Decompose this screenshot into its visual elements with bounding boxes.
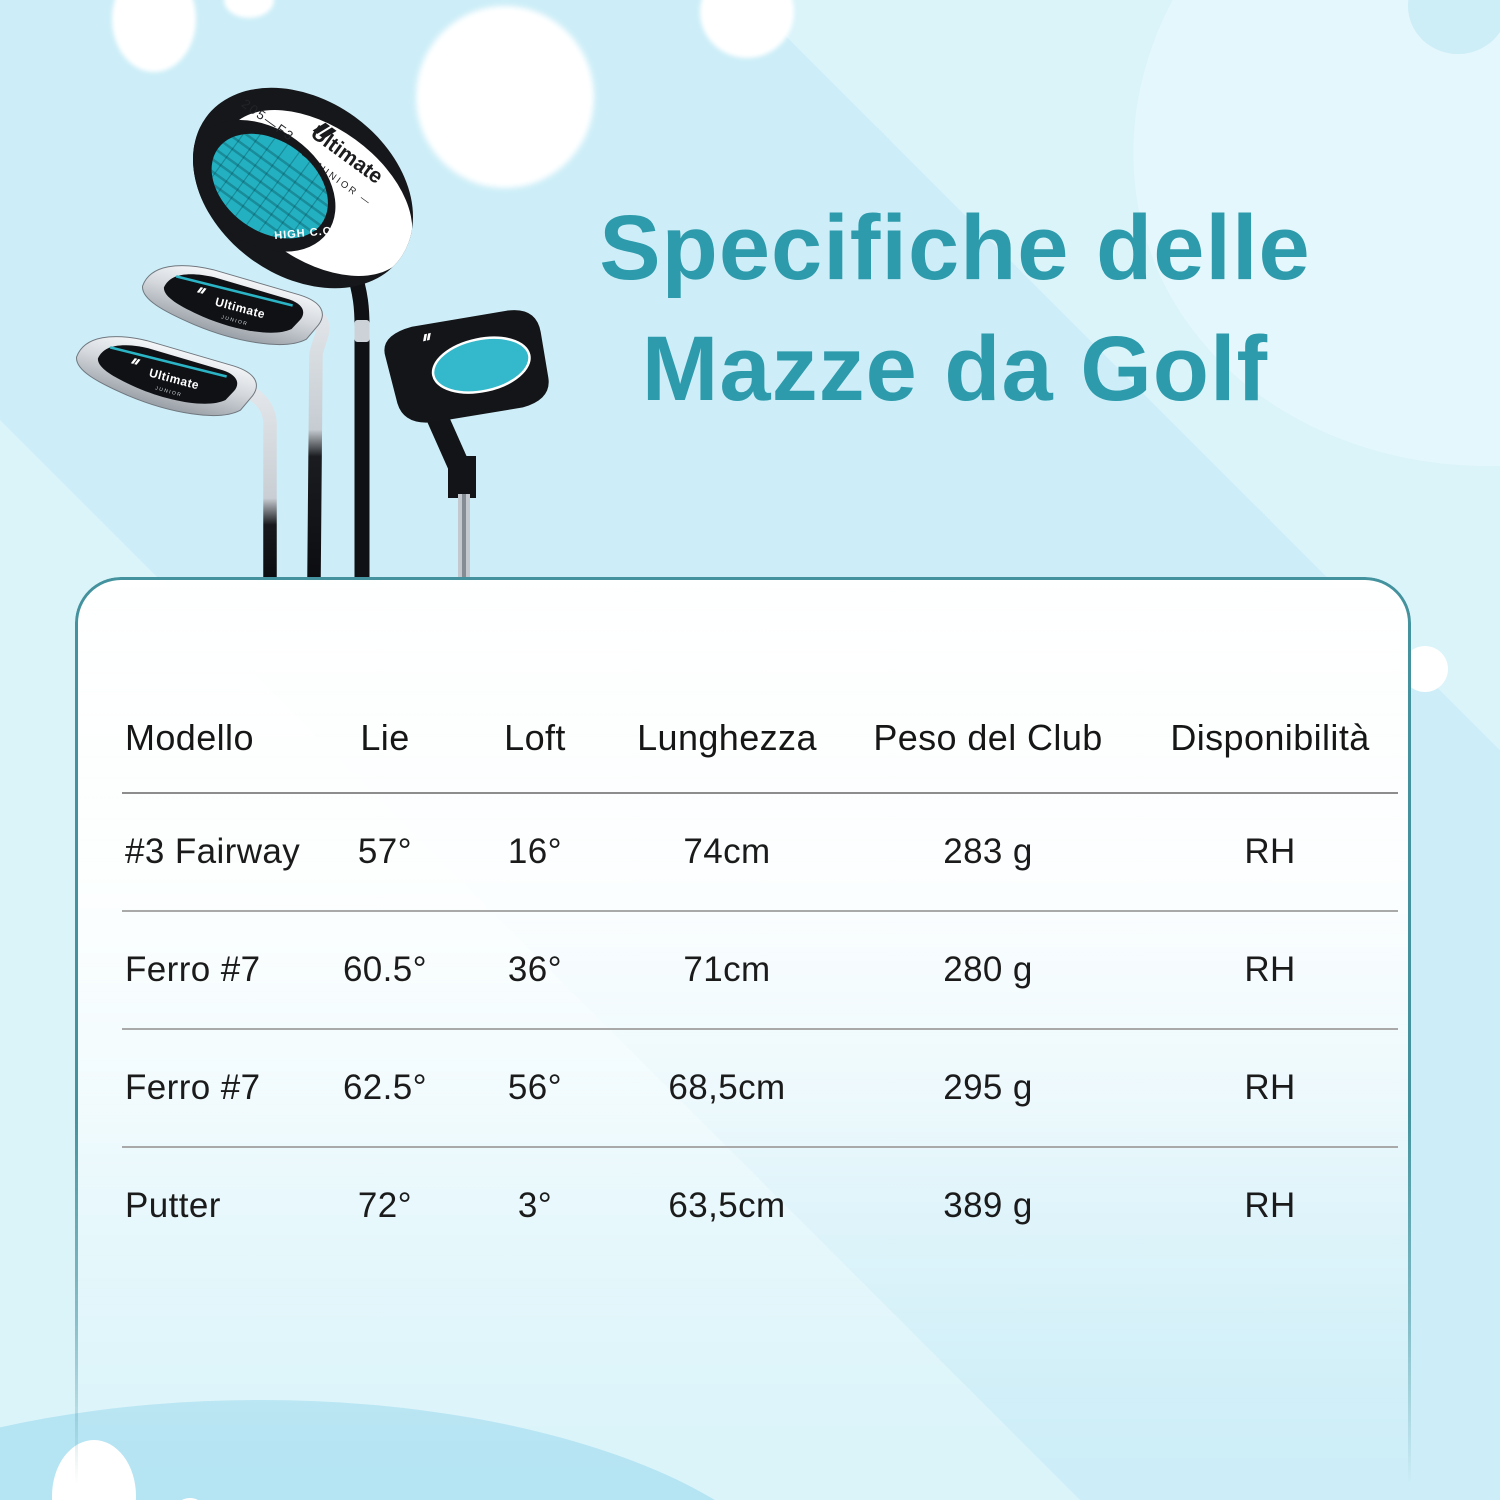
page-title: Specifiche delle Mazze da Golf xyxy=(520,188,1390,431)
page-title-line2: Mazze da Golf xyxy=(641,318,1269,421)
col-header-modello: Modello xyxy=(122,684,320,794)
driver-shaft-collar xyxy=(354,320,370,342)
cell-weight: 280 g xyxy=(834,911,1142,1030)
putter-insert xyxy=(431,336,531,394)
background-blob xyxy=(700,0,794,58)
cell-lie: 62.5° xyxy=(320,1029,450,1148)
driver-shaft xyxy=(345,267,370,578)
putter-head xyxy=(384,310,549,423)
iron-head-7: Ultimate JUNIOR xyxy=(134,251,328,360)
cell-loft: 16° xyxy=(450,793,620,912)
cell-loft: 3° xyxy=(517,1186,553,1225)
cell-length: 74cm xyxy=(620,793,834,912)
col-header-lunghezza: Lunghezza xyxy=(620,684,834,794)
table-header-row: Modello Lie Loft Lunghezza Peso del Club… xyxy=(122,684,1398,794)
col-header-peso: Peso del Club xyxy=(834,684,1142,794)
cell-weight: 295 g xyxy=(834,1029,1142,1148)
table-row-putter: Putter 72° 3° 63,5cm 389 g RH xyxy=(122,1147,1398,1264)
cell-length: 63,5cm xyxy=(668,1186,786,1225)
col-header-loft: Loft xyxy=(450,684,620,794)
cell-lie: 60.5° xyxy=(320,911,450,1030)
cell-hand: RH xyxy=(1142,911,1398,1030)
iron-shaft xyxy=(307,310,330,578)
putter-hosel-post xyxy=(448,456,476,498)
cell-model: Putter xyxy=(125,1186,221,1225)
spec-table: Modello Lie Loft Lunghezza Peso del Club… xyxy=(122,684,1398,1264)
cell-weight: 283 g xyxy=(834,793,1142,912)
iron-shaft xyxy=(246,386,277,578)
background-blob xyxy=(416,6,594,188)
golf-clubs-illustration: 205—F3 Ultimate — JUNIOR — HIGH C.O.R Ul… xyxy=(68,87,549,578)
iron-head-7b: Ultimate JUNIOR xyxy=(68,322,262,431)
cell-weight: 389 g xyxy=(943,1186,1033,1225)
col-header-lie: Lie xyxy=(320,684,450,794)
cell-model: Ferro #7 xyxy=(122,1029,320,1148)
cell-length: 68,5cm xyxy=(620,1029,834,1148)
col-header-disponibilita: Disponibilità xyxy=(1142,684,1398,794)
cell-loft: 36° xyxy=(450,911,620,1030)
page-title-line1: Specifiche delle xyxy=(599,197,1311,299)
cell-lie: 72° xyxy=(357,1186,413,1225)
cell-model: #3 Fairway xyxy=(122,793,320,912)
table-row-iron7b: Ferro #7 62.5° 56° 68,5cm 295 g RH xyxy=(122,1029,1398,1148)
cell-hand: RH xyxy=(1244,1186,1296,1225)
table-row-iron7: Ferro #7 60.5° 36° 71cm 280 g RH xyxy=(122,911,1398,1030)
driver-head: 205—F3 Ultimate — JUNIOR — xyxy=(189,87,414,289)
background-blob xyxy=(224,0,274,18)
cell-hand: RH xyxy=(1142,1029,1398,1148)
cell-lie: 57° xyxy=(320,793,450,912)
cell-length: 71cm xyxy=(620,911,834,1030)
table-row-fairway: #3 Fairway 57° 16° 74cm 283 g RH xyxy=(122,793,1398,912)
cell-model: Ferro #7 xyxy=(122,911,320,1030)
cell-hand: RH xyxy=(1142,793,1398,912)
cell-loft: 56° xyxy=(450,1029,620,1148)
